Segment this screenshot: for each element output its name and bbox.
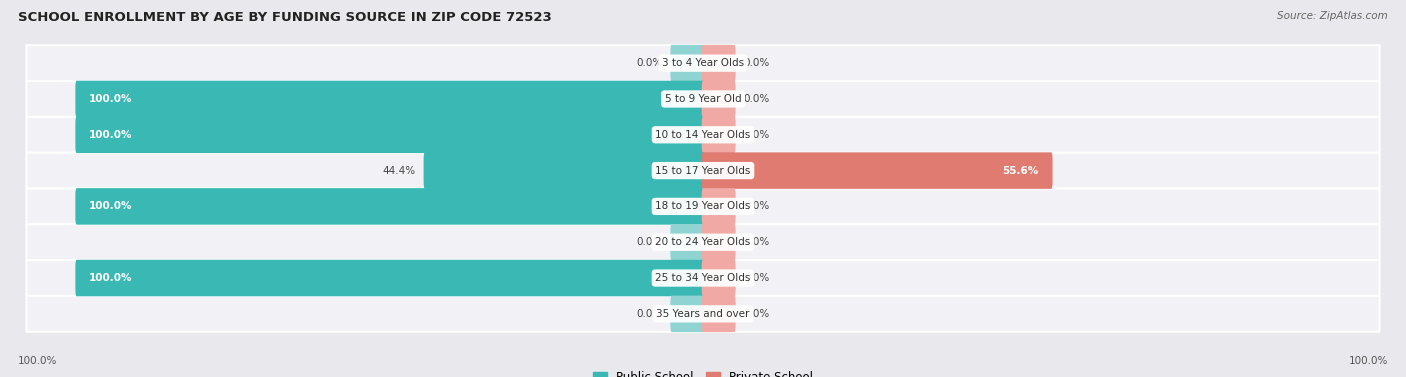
FancyBboxPatch shape [76,188,704,225]
Text: 100.0%: 100.0% [89,130,132,140]
FancyBboxPatch shape [27,260,1379,296]
Text: SCHOOL ENROLLMENT BY AGE BY FUNDING SOURCE IN ZIP CODE 72523: SCHOOL ENROLLMENT BY AGE BY FUNDING SOUR… [18,11,553,24]
Text: 0.0%: 0.0% [744,94,770,104]
FancyBboxPatch shape [702,81,735,117]
Text: 0.0%: 0.0% [636,237,662,247]
Text: 10 to 14 Year Olds: 10 to 14 Year Olds [655,130,751,140]
Text: Source: ZipAtlas.com: Source: ZipAtlas.com [1277,11,1388,21]
FancyBboxPatch shape [702,224,735,261]
FancyBboxPatch shape [702,260,735,296]
Text: 20 to 24 Year Olds: 20 to 24 Year Olds [655,237,751,247]
FancyBboxPatch shape [702,188,735,225]
Text: 44.4%: 44.4% [382,166,416,176]
FancyBboxPatch shape [27,296,1379,332]
FancyBboxPatch shape [671,224,704,261]
Text: 0.0%: 0.0% [744,58,770,68]
FancyBboxPatch shape [702,152,1053,189]
FancyBboxPatch shape [423,152,704,189]
Text: 0.0%: 0.0% [744,201,770,211]
FancyBboxPatch shape [671,45,704,81]
Text: 55.6%: 55.6% [1002,166,1039,176]
Text: 100.0%: 100.0% [89,273,132,283]
Text: 0.0%: 0.0% [744,130,770,140]
Text: 5 to 9 Year Old: 5 to 9 Year Old [665,94,741,104]
FancyBboxPatch shape [671,296,704,332]
Legend: Public School, Private School: Public School, Private School [588,366,818,377]
Text: 18 to 19 Year Olds: 18 to 19 Year Olds [655,201,751,211]
Text: 0.0%: 0.0% [744,309,770,319]
Text: 100.0%: 100.0% [18,356,58,366]
FancyBboxPatch shape [702,116,735,153]
Text: 25 to 34 Year Olds: 25 to 34 Year Olds [655,273,751,283]
FancyBboxPatch shape [27,45,1379,81]
Text: 15 to 17 Year Olds: 15 to 17 Year Olds [655,166,751,176]
FancyBboxPatch shape [27,81,1379,117]
FancyBboxPatch shape [27,117,1379,153]
Text: 3 to 4 Year Olds: 3 to 4 Year Olds [662,58,744,68]
FancyBboxPatch shape [27,188,1379,224]
Text: 0.0%: 0.0% [636,58,662,68]
FancyBboxPatch shape [76,81,704,117]
FancyBboxPatch shape [702,45,735,81]
Text: 0.0%: 0.0% [744,237,770,247]
Text: 100.0%: 100.0% [89,94,132,104]
Text: 0.0%: 0.0% [744,273,770,283]
Text: 100.0%: 100.0% [1348,356,1388,366]
Text: 0.0%: 0.0% [636,309,662,319]
FancyBboxPatch shape [702,296,735,332]
FancyBboxPatch shape [27,153,1379,188]
Text: 100.0%: 100.0% [89,201,132,211]
FancyBboxPatch shape [76,260,704,296]
FancyBboxPatch shape [27,224,1379,260]
FancyBboxPatch shape [76,116,704,153]
Text: 35 Years and over: 35 Years and over [657,309,749,319]
